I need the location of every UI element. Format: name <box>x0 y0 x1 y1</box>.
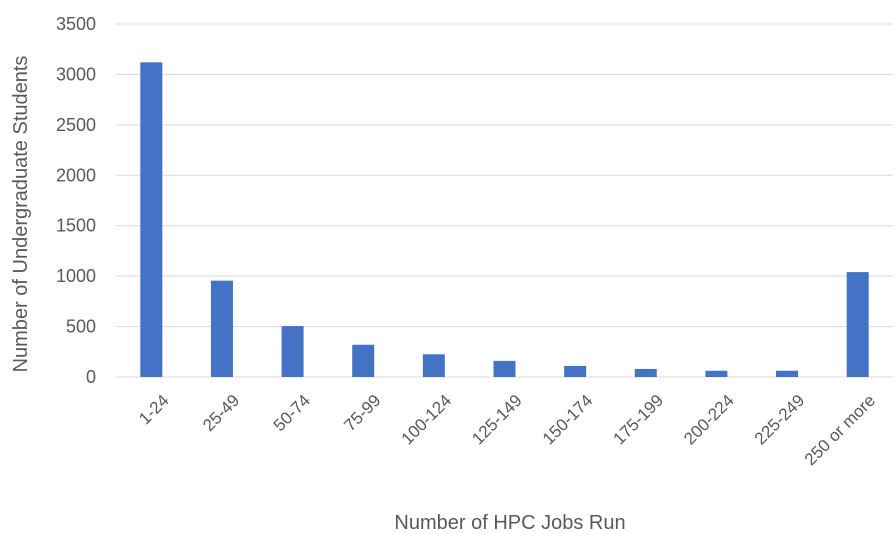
x-axis-title: Number of HPC Jobs Run <box>394 512 625 534</box>
bar-150-174 <box>564 365 587 377</box>
x-tick-label: 200-224 <box>680 391 738 449</box>
y-tick-label: 2500 <box>56 115 96 135</box>
y-tick-label: 0 <box>86 367 96 387</box>
y-tick-label: 2000 <box>56 165 96 185</box>
y-tick-label: 500 <box>66 317 96 337</box>
bar-50-74 <box>281 326 304 377</box>
y-tick-label: 1000 <box>56 266 96 286</box>
x-tick-label: 25-49 <box>199 391 243 435</box>
bar-200-224 <box>705 370 728 377</box>
bar-75-99 <box>352 344 375 377</box>
x-axis-ticks: 1-24 25-49 50-74 75-99 100-124 125-149 150-174… <box>135 391 879 469</box>
bar-1-24 <box>140 62 163 377</box>
y-axis-ticks: 0 500 1000 1500 2000 2500 3000 3500 <box>56 14 96 387</box>
x-tick-label: 175-199 <box>610 391 668 449</box>
x-tick-label: 75-99 <box>340 391 384 435</box>
y-tick-label: 1500 <box>56 216 96 236</box>
x-tick-label: 250 or more <box>801 391 879 469</box>
y-tick-label: 3500 <box>56 14 96 34</box>
x-tick-label: 1-24 <box>135 391 172 428</box>
bar-225-249 <box>776 370 799 377</box>
bars <box>140 62 869 377</box>
bar-25-49 <box>210 280 233 377</box>
x-tick-label: 225-249 <box>751 391 809 449</box>
bar-250-or-more <box>846 272 869 377</box>
bar-125-149 <box>493 360 516 377</box>
bar-175-199 <box>634 368 657 377</box>
x-tick-label: 50-74 <box>270 391 314 435</box>
x-tick-label: 150-174 <box>539 391 597 449</box>
y-tick-label: 3000 <box>56 64 96 84</box>
gridlines <box>116 23 893 378</box>
bar-100-124 <box>422 354 445 377</box>
x-tick-label: 125-149 <box>468 391 526 449</box>
y-axis-title: Number of Undergraduate Students <box>10 56 32 373</box>
x-tick-label: 100-124 <box>398 391 456 449</box>
